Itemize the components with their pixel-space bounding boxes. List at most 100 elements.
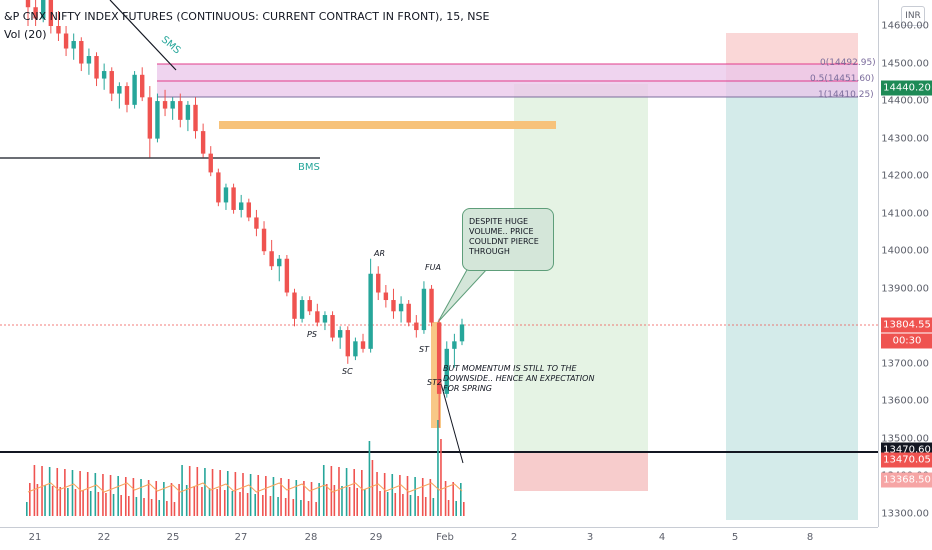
candle-body [269, 251, 274, 267]
candle-body [155, 101, 160, 139]
volume-bars [26, 420, 465, 516]
ar-label: AR [374, 249, 386, 258]
volume-bar [325, 484, 328, 516]
candle-body [25, 0, 31, 8]
callout-bubble[interactable]: DESPITE HUGE VOLUME.. PRICE COULDNT PIER… [462, 208, 554, 271]
candle-body [414, 322, 419, 331]
volume-bar [356, 488, 359, 516]
price-tick: 13700.00 [881, 358, 929, 370]
fib-level-05: 0.5(14451.60) [810, 74, 875, 84]
volume-bar [406, 476, 409, 516]
volume-bar [94, 473, 97, 516]
candle-body [109, 71, 114, 94]
volume-bar [348, 487, 351, 516]
volume-bar [376, 472, 378, 516]
volume-bar [280, 478, 282, 516]
volume-bar [345, 468, 348, 516]
price-chart-plot[interactable] [0, 0, 878, 527]
time-tick: 29 [369, 532, 383, 543]
volume-bar [181, 465, 183, 516]
candle-body [238, 202, 244, 210]
candle-body [223, 187, 229, 203]
volume-bar [188, 466, 191, 516]
st2-highlight [431, 322, 441, 428]
candle-body [48, 0, 54, 26]
candle-body [330, 315, 335, 338]
candle-body [124, 86, 130, 105]
st-label: ST [419, 345, 429, 354]
fib-level-0: 0(14492.95) [820, 58, 876, 68]
volume-bar [89, 491, 92, 516]
time-tick: 3 [586, 532, 594, 543]
volume-bar [143, 498, 145, 516]
time-axis[interactable]: 21 22 25 27 28 29 Feb 2 3 4 5 8 [0, 527, 878, 550]
candle-body [299, 300, 305, 319]
candle-body [162, 101, 168, 109]
volume-bar [44, 485, 46, 516]
volume-bar [86, 472, 89, 516]
volume-bar [463, 502, 465, 516]
volume-bar [120, 495, 122, 516]
volume-bar [105, 493, 107, 516]
candle-body [261, 228, 267, 252]
currency-button[interactable]: INR [901, 6, 925, 26]
volume-bar [383, 473, 386, 516]
volume-bar [74, 489, 77, 516]
volume-bar [178, 484, 180, 516]
momentum-note[interactable]: BUT MOMENTUM IS STILL TO THE DOWNSIDE.. … [443, 364, 595, 393]
candle-body [33, 7, 38, 19]
long-position-loss-zone [514, 452, 648, 491]
volume-bar [79, 471, 81, 516]
price-tick: 13600.00 [881, 395, 929, 407]
candle-body [376, 273, 381, 293]
volume-indicator-label[interactable]: Vol (20) [4, 28, 47, 41]
volume-bar [429, 479, 432, 516]
candle-body [94, 56, 99, 79]
volume-bar [204, 468, 206, 516]
volume-bar [242, 473, 244, 516]
time-tick: Feb [436, 532, 454, 543]
volume-bar [379, 491, 381, 516]
volume-bar [173, 502, 176, 516]
volume-bar [246, 493, 249, 516]
candle-body [292, 292, 297, 319]
candle-body [101, 71, 107, 79]
volume-bar [399, 475, 401, 516]
candle-body [391, 300, 396, 312]
volume-bar [51, 486, 54, 516]
volume-bar [277, 497, 279, 516]
volume-bar [223, 490, 226, 516]
volume-bar [71, 470, 74, 516]
volume-bar [353, 469, 356, 516]
price-tick: 14100.00 [881, 208, 929, 220]
volume-bar [318, 483, 320, 516]
volume-bar [82, 490, 84, 516]
price-tick: 14400.00 [881, 95, 929, 107]
price-axis[interactable]: INR 14600.00 14500.00 14400.00 14300.00 1420… [878, 0, 932, 527]
volume-bar [257, 475, 260, 516]
volume-bar [56, 468, 59, 516]
volume-bar [368, 441, 371, 516]
volume-bar [292, 499, 295, 516]
volume-bar [460, 483, 462, 516]
candle-body [147, 97, 153, 139]
volume-bar [437, 420, 439, 516]
candle-body [398, 303, 404, 312]
volume-bar [117, 476, 119, 516]
volume-bar [155, 481, 158, 516]
volume-bar [234, 472, 237, 516]
candle-body [216, 172, 221, 203]
volume-bar [33, 465, 36, 516]
volume-bar [424, 497, 427, 516]
candle-body [421, 288, 427, 331]
price-tick: 14600.00 [881, 20, 929, 32]
volume-bar [193, 486, 196, 516]
volume-bar [64, 469, 66, 516]
candle-body [79, 41, 84, 64]
price-tick: 14000.00 [881, 245, 929, 257]
volume-bar [254, 494, 257, 516]
volume-bar [338, 467, 340, 516]
candle-body [246, 202, 252, 218]
volume-bar [269, 496, 272, 516]
time-tick: 8 [806, 532, 814, 543]
